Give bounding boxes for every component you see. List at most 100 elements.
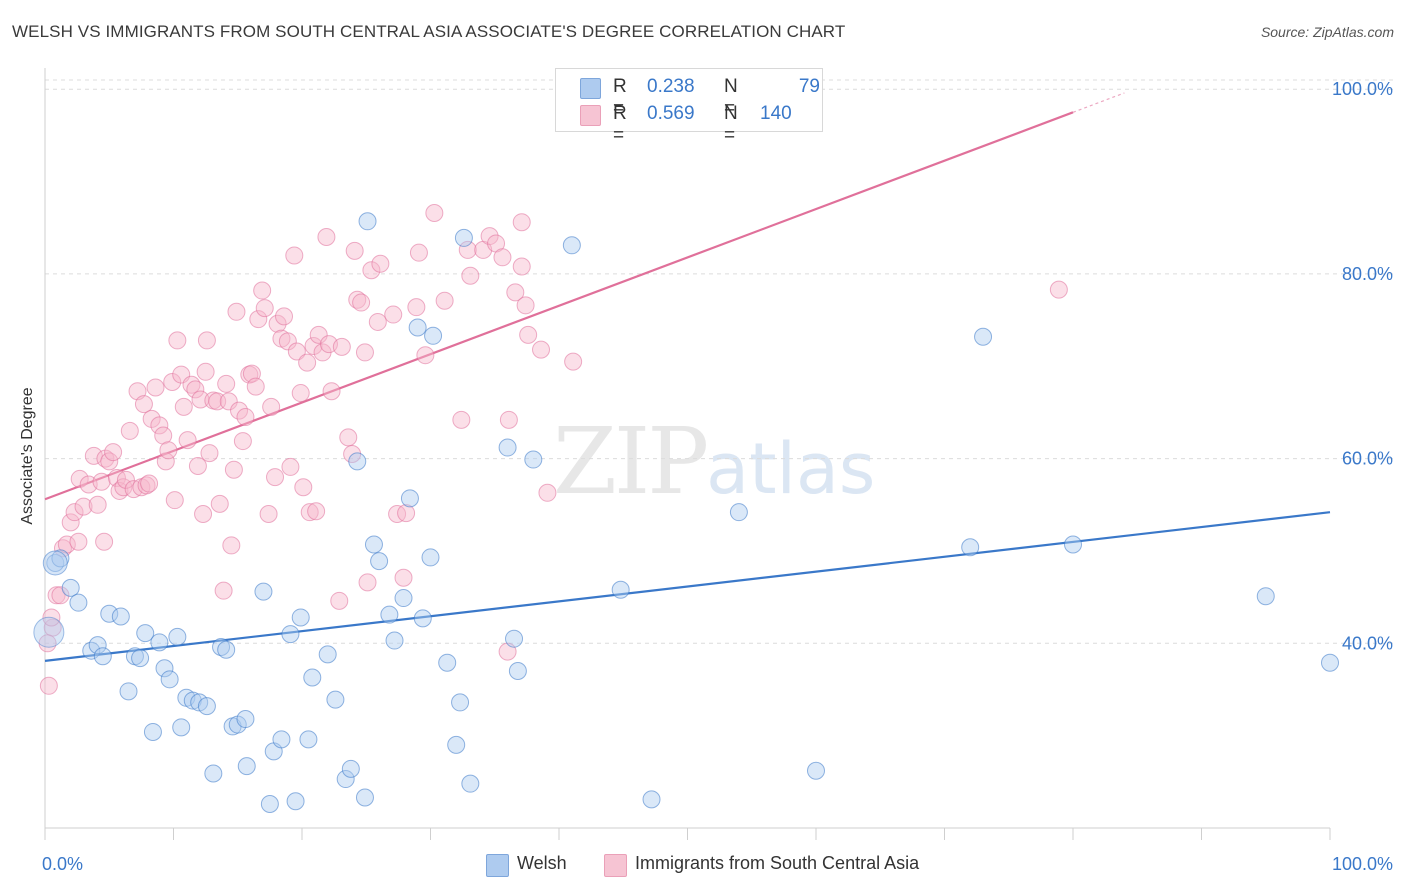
immigrants-point: [217, 374, 236, 393]
immigrants-point: [268, 314, 287, 333]
immigrants-point: [137, 476, 156, 495]
welsh-point: [299, 730, 318, 749]
welsh-point: [348, 452, 367, 471]
welsh-point: [183, 691, 202, 710]
welsh-legend-label: Welsh: [517, 853, 567, 873]
welsh-point: [281, 625, 300, 644]
immigrants-point: [120, 421, 139, 440]
immigrants-point: [200, 444, 219, 463]
n-value: 140: [760, 103, 792, 124]
welsh-point: [358, 212, 377, 231]
immigrants-point: [330, 591, 349, 610]
immigrants-legend-label: Immigrants from South Central Asia: [635, 853, 920, 873]
immigrants-point: [210, 494, 229, 513]
welsh-point: [1321, 653, 1339, 672]
immigrants-point: [368, 312, 387, 331]
welsh-point: [807, 761, 825, 780]
welsh-point: [355, 788, 374, 807]
r-value: 0.569: [647, 103, 695, 124]
welsh-point-large: [42, 550, 68, 576]
immigrants-point: [163, 372, 182, 391]
immigrants-point: [255, 299, 274, 318]
immigrants-point: [42, 608, 61, 627]
immigrants-point: [416, 346, 435, 365]
immigrants-point: [95, 532, 114, 551]
immigrants-point: [499, 410, 518, 429]
welsh-point: [237, 757, 256, 776]
immigrants-point: [307, 502, 326, 521]
immigrants-point: [92, 472, 111, 491]
welsh-point: [413, 609, 432, 628]
welsh-point: [461, 774, 480, 793]
immigrants-point: [512, 257, 531, 276]
immigrants-point: [246, 377, 265, 396]
welsh-point: [291, 608, 310, 627]
immigrants-point: [291, 384, 310, 403]
immigrants-point: [304, 336, 323, 355]
immigrants-point: [300, 503, 319, 522]
welsh-point: [438, 653, 457, 672]
welsh-point: [61, 578, 80, 597]
welsh-point: [1256, 587, 1275, 606]
welsh-point: [380, 605, 399, 624]
immigrants-point: [116, 470, 135, 489]
welsh-point: [341, 759, 360, 778]
welsh-point: [385, 631, 404, 650]
immigrants-point: [197, 331, 216, 350]
immigrants-point: [134, 395, 153, 414]
immigrants-point: [249, 310, 268, 329]
points: [33, 203, 1339, 813]
immigrants-point: [61, 513, 80, 532]
welsh-point: [143, 722, 162, 741]
immigrants-point: [519, 325, 538, 344]
immigrants-point: [461, 266, 480, 285]
immigrants-point: [435, 291, 454, 310]
welsh-point: [155, 659, 174, 678]
immigrants-point: [253, 281, 272, 300]
welsh-point: [1064, 535, 1082, 554]
welsh-point: [451, 693, 470, 712]
welsh-point: [286, 792, 305, 811]
immigrants-point: [358, 573, 377, 592]
welsh-point: [447, 735, 466, 754]
immigrants-point: [506, 283, 525, 302]
immigrants-point: [309, 325, 328, 344]
immigrants-point: [425, 203, 444, 222]
welsh-point: [421, 548, 440, 567]
welsh-point: [505, 629, 524, 648]
immigrants-point: [394, 568, 413, 587]
welsh-point: [119, 682, 138, 701]
welsh-point: [961, 538, 980, 557]
watermark-atlas: atlas: [706, 428, 876, 510]
immigrants-point: [298, 353, 317, 372]
welsh-point: [260, 794, 279, 813]
welsh-point: [370, 552, 389, 571]
immigrants-point: [219, 392, 238, 411]
immigrants-swatch: [580, 105, 601, 126]
welsh-point: [318, 645, 337, 664]
x-tick-label-max: 100.0%: [1332, 854, 1393, 874]
welsh-point: [69, 593, 88, 612]
immigrants-point: [409, 243, 428, 262]
immigrants-point: [332, 337, 351, 356]
immigrants-point: [317, 227, 336, 246]
immigrants-point: [371, 254, 390, 273]
immigrants-point: [355, 343, 374, 362]
watermark-zip: ZIP: [553, 408, 709, 515]
immigrants-point: [174, 397, 193, 416]
immigrants-point: [458, 240, 477, 259]
welsh-point: [88, 636, 107, 655]
welsh-point: [100, 604, 119, 623]
welsh-point: [168, 627, 187, 646]
immigrants-point: [352, 293, 371, 312]
welsh-point: [524, 450, 543, 469]
immigrants-point: [186, 380, 205, 399]
immigrants-legend-swatch: [604, 854, 627, 877]
trend-line-extension-1: [1072, 92, 1125, 113]
immigrants-point: [70, 469, 89, 488]
welsh-point: [212, 638, 231, 657]
immigrants-point: [407, 298, 426, 317]
welsh-point: [974, 327, 993, 346]
immigrants-point: [74, 497, 93, 516]
immigrants-point: [222, 536, 241, 555]
